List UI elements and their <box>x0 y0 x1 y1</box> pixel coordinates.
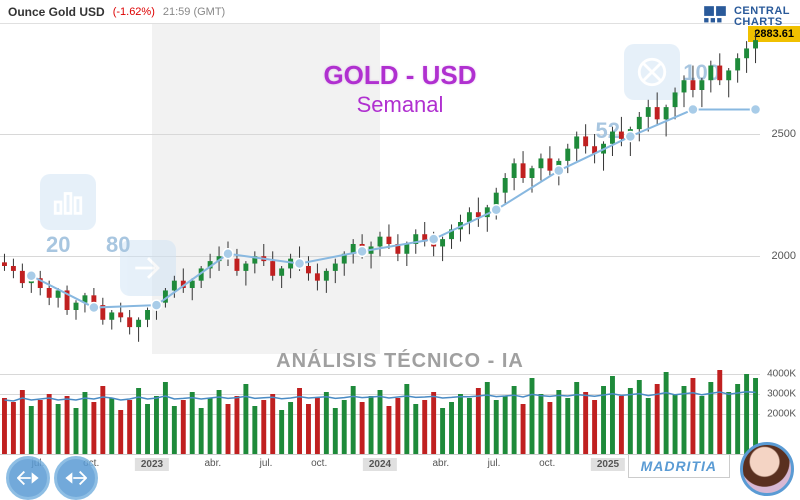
y-label: 2000 <box>772 250 796 262</box>
assistant-avatar[interactable] <box>740 442 794 496</box>
nav-buttons <box>6 456 98 500</box>
main-chart[interactable]: 2000 2500 2883.61 GOLD - USD Semanal 20 … <box>0 24 800 354</box>
ticker-name: Ounce Gold USD <box>8 5 105 19</box>
vol-y-label: 3000K <box>767 389 796 400</box>
x-label: abr. <box>204 458 221 469</box>
vol-y-label: 2000K <box>767 409 796 420</box>
x-label: 2025 <box>591 458 625 471</box>
candlestick-series <box>0 24 760 354</box>
brand-tag: MADRITIA <box>628 454 730 478</box>
x-label: 2024 <box>363 458 397 471</box>
timestamp: 21:59 (GMT) <box>163 6 225 18</box>
y-label: 2500 <box>772 128 796 140</box>
x-label: abr. <box>432 458 449 469</box>
volume-title: ANÁLISIS TÉCNICO - IA <box>276 350 524 373</box>
volume-chart[interactable]: ANÁLISIS TÉCNICO - IA 2000K 3000K 4000K <box>0 354 800 454</box>
vol-y-label: 4000K <box>767 369 796 380</box>
x-label: jul. <box>260 458 273 469</box>
x-label: jul. <box>488 458 501 469</box>
x-label: oct. <box>311 458 327 469</box>
pct-change: (-1.62%) <box>113 6 155 18</box>
x-label: oct. <box>539 458 555 469</box>
nav-forward-button[interactable] <box>54 456 98 500</box>
nav-back-button[interactable] <box>6 456 50 500</box>
chart-header: Ounce Gold USD (-1.62%) 21:59 (GMT) <box>0 0 800 24</box>
x-label: 2023 <box>135 458 169 471</box>
